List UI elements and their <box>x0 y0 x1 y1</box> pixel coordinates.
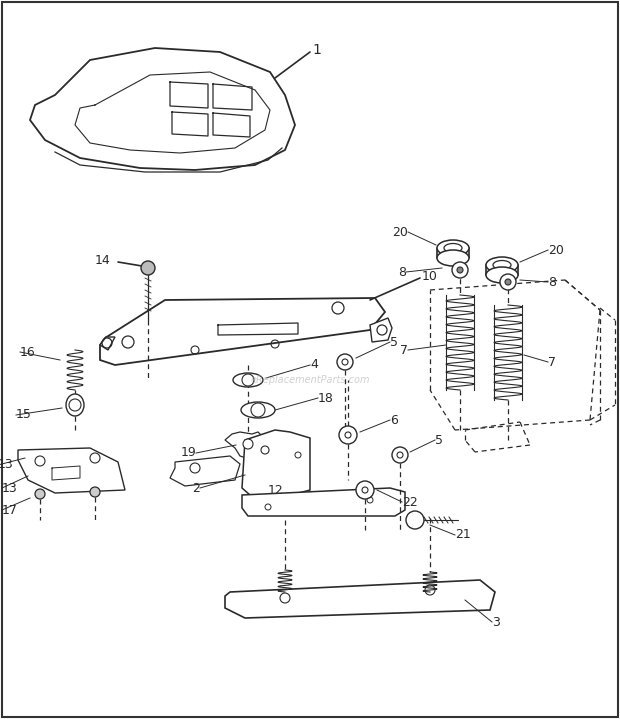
Circle shape <box>356 481 374 499</box>
Circle shape <box>90 487 100 497</box>
Text: 5: 5 <box>390 336 398 349</box>
Circle shape <box>452 262 468 278</box>
Text: 6: 6 <box>390 413 398 426</box>
Text: 8: 8 <box>398 265 406 278</box>
Ellipse shape <box>444 244 462 252</box>
Polygon shape <box>30 48 295 170</box>
Text: 2: 2 <box>192 482 200 495</box>
Polygon shape <box>242 430 310 498</box>
Text: 21: 21 <box>455 528 471 541</box>
Polygon shape <box>225 432 264 460</box>
Text: 13: 13 <box>2 482 18 495</box>
Text: 7: 7 <box>548 355 556 369</box>
Ellipse shape <box>437 240 469 256</box>
Ellipse shape <box>486 257 518 273</box>
Text: 18: 18 <box>318 392 334 405</box>
Circle shape <box>337 354 353 370</box>
Text: 20: 20 <box>548 244 564 257</box>
Text: 14: 14 <box>95 254 111 267</box>
Text: 8: 8 <box>548 275 556 288</box>
Text: 20: 20 <box>392 226 408 239</box>
Text: 16: 16 <box>20 346 36 359</box>
Ellipse shape <box>241 402 275 418</box>
Circle shape <box>141 261 155 275</box>
Text: 19: 19 <box>180 446 196 459</box>
Circle shape <box>392 447 408 463</box>
Polygon shape <box>242 488 405 516</box>
Text: eReplacementParts.com: eReplacementParts.com <box>250 375 370 385</box>
Circle shape <box>505 279 511 285</box>
Circle shape <box>500 274 516 290</box>
Polygon shape <box>170 456 240 486</box>
Circle shape <box>69 399 81 411</box>
Text: 12: 12 <box>268 483 284 497</box>
Polygon shape <box>100 337 115 350</box>
Circle shape <box>190 463 200 473</box>
Ellipse shape <box>493 260 511 270</box>
Text: 22: 22 <box>402 495 418 508</box>
Polygon shape <box>225 580 495 618</box>
Text: 10: 10 <box>422 270 438 283</box>
Polygon shape <box>370 318 392 342</box>
Text: 7: 7 <box>400 344 408 357</box>
Circle shape <box>339 426 357 444</box>
Circle shape <box>35 489 45 499</box>
Text: 5: 5 <box>435 434 443 446</box>
Polygon shape <box>100 298 385 365</box>
Text: 17: 17 <box>2 503 18 516</box>
Text: 13: 13 <box>0 459 14 472</box>
Circle shape <box>457 267 463 273</box>
Ellipse shape <box>437 250 469 266</box>
Circle shape <box>406 511 424 529</box>
Text: 3: 3 <box>492 615 500 628</box>
Polygon shape <box>18 448 125 493</box>
Text: 4: 4 <box>310 359 318 372</box>
Text: 15: 15 <box>16 408 32 421</box>
Text: 1: 1 <box>312 43 321 57</box>
Ellipse shape <box>233 373 263 387</box>
Ellipse shape <box>486 267 518 283</box>
Ellipse shape <box>66 394 84 416</box>
Circle shape <box>243 439 253 449</box>
